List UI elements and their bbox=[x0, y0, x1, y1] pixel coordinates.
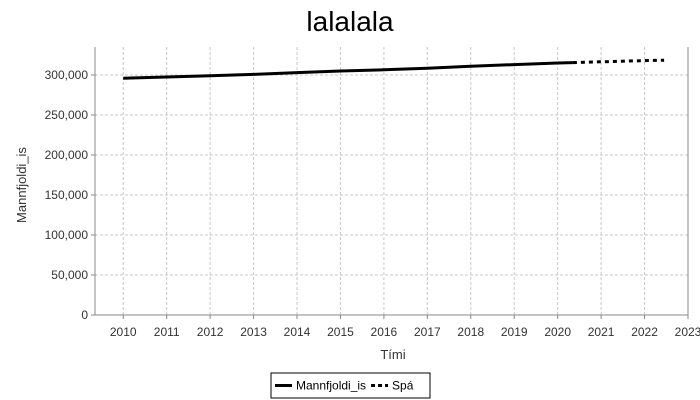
x-tick-label: 2010 bbox=[110, 325, 137, 339]
y-tick-label: 300,000 bbox=[45, 68, 89, 82]
y-tick-label: 250,000 bbox=[45, 108, 89, 122]
x-tick-label: 2016 bbox=[371, 325, 398, 339]
series-line-actual bbox=[123, 61, 573, 80]
x-tick-label: 2019 bbox=[501, 325, 528, 339]
legend-label: Spá bbox=[392, 379, 414, 393]
series-layer bbox=[123, 58, 665, 80]
y-tick-label: 200,000 bbox=[45, 148, 89, 162]
series-line-forecast bbox=[572, 58, 665, 65]
plot-area bbox=[95, 47, 688, 315]
chart-title: lalalala bbox=[306, 6, 394, 37]
x-tick-label: 2021 bbox=[588, 325, 615, 339]
y-tick-label: 0 bbox=[81, 308, 88, 322]
y-tick-label: 100,000 bbox=[45, 228, 89, 242]
x-tick-label: 2022 bbox=[631, 325, 658, 339]
y-axis-label: Mannfjoldi_is bbox=[14, 147, 29, 223]
x-tick-label: 2020 bbox=[544, 325, 571, 339]
axes bbox=[94, 47, 689, 316]
x-tick-label: 2011 bbox=[154, 325, 180, 339]
x-axis-label: Tími bbox=[380, 347, 405, 362]
plot-background bbox=[95, 47, 688, 315]
legend-label: Mannfjoldi_is bbox=[296, 379, 366, 393]
y-axis-ticks: 0 50,000 100,000 150,000 200,000 250,000 300,0… bbox=[45, 68, 95, 322]
x-tick-label: 2013 bbox=[240, 325, 267, 339]
y-tick-label: 50,000 bbox=[51, 268, 88, 282]
x-tick-label: 2017 bbox=[414, 325, 441, 339]
x-tick-label: 2012 bbox=[197, 325, 224, 339]
legend: Mannfjoldi_is Spá bbox=[270, 372, 431, 399]
legend-box bbox=[270, 372, 431, 399]
x-tick-label: 2018 bbox=[457, 325, 484, 339]
y-tick-label: 150,000 bbox=[45, 188, 89, 202]
x-tick-label: 2014 bbox=[284, 325, 311, 339]
x-tick-label: 2015 bbox=[327, 325, 354, 339]
x-axis-ticks: 2010 2011 2012 2013 2014 2015 2016 2017 2018 2019… bbox=[110, 315, 700, 339]
x-tick-label: 2023 bbox=[675, 325, 700, 339]
